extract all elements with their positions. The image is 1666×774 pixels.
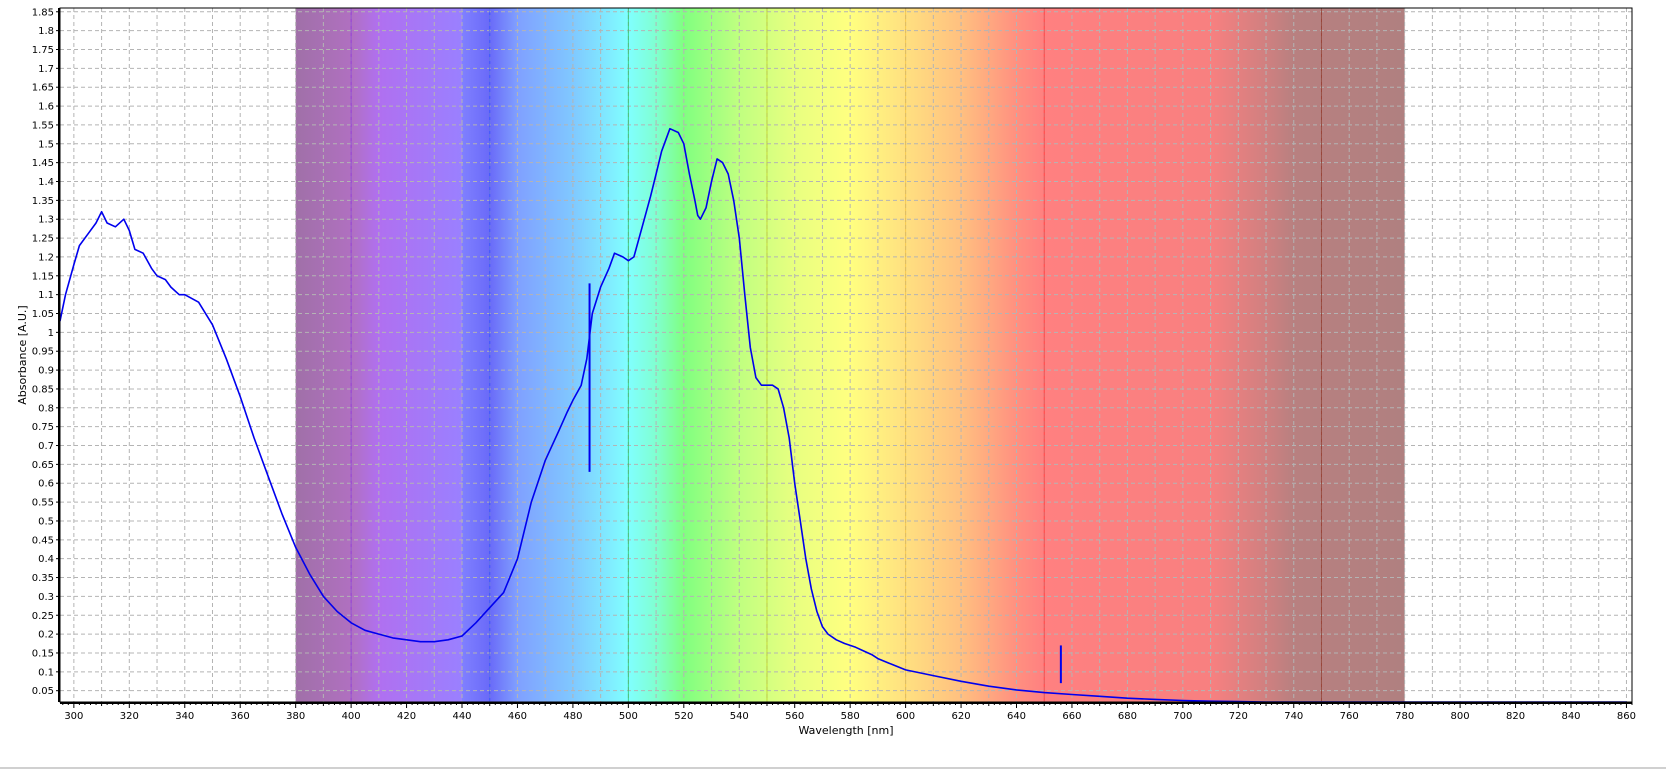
- x-axis-title: Wavelength [nm]: [798, 724, 893, 737]
- y-tick-label: 1.35: [32, 196, 54, 207]
- x-tick-label: 780: [1395, 711, 1414, 722]
- y-tick-label: 0.5: [38, 516, 54, 527]
- y-tick-label: 0.6: [38, 479, 54, 490]
- y-tick-label: 0.45: [32, 535, 54, 546]
- y-tick-label: 0.9: [38, 366, 54, 377]
- x-tick-label: 460: [508, 711, 527, 722]
- y-tick-label: 1.3: [38, 215, 54, 226]
- x-tick-label: 440: [452, 711, 471, 722]
- x-tick-label: 740: [1284, 711, 1303, 722]
- y-tick-label: 0.25: [32, 611, 54, 622]
- axes: 300 320 340 360 380 400 420 440 460 480 500 520 540 5…: [0, 7, 1666, 769]
- y-tick-label: 1.05: [32, 309, 54, 320]
- y-tick-label: 1.4: [38, 177, 54, 188]
- y-tick-label: 0.85: [32, 384, 54, 395]
- x-tick-label: 760: [1340, 711, 1359, 722]
- x-tick-label: 480: [563, 711, 582, 722]
- x-tick-label: 860: [1617, 711, 1636, 722]
- y-tick-label: 0.75: [32, 422, 54, 433]
- y-tick-label: 0.1: [38, 667, 54, 678]
- x-tick-label: 660: [1062, 711, 1081, 722]
- y-tick-label: 0.15: [32, 648, 54, 659]
- y-tick-label: 1: [48, 328, 54, 339]
- x-tick-label: 580: [841, 711, 860, 722]
- y-tick-label: 0.2: [38, 630, 54, 641]
- y-tick-label: 1.45: [32, 158, 54, 169]
- series-layer: [59, 127, 1627, 703]
- y-tick-label: 1.85: [32, 7, 54, 18]
- y-tick-label: 0.95: [32, 347, 54, 358]
- x-tick-label: 520: [674, 711, 693, 722]
- y-tick-label: 0.65: [32, 460, 54, 471]
- x-tick-label: 840: [1561, 711, 1580, 722]
- x-tick-label: 620: [952, 711, 971, 722]
- y-tick-label: 1.6: [38, 102, 54, 113]
- x-tick-label: 380: [286, 711, 305, 722]
- x-tick-label: 360: [231, 711, 250, 722]
- x-tick-label: 300: [64, 711, 83, 722]
- y-tick-label: 1.55: [32, 120, 54, 131]
- y-tick-label: 1.25: [32, 234, 54, 245]
- x-tick-label: 820: [1506, 711, 1525, 722]
- y-tick-label: 1.8: [38, 26, 54, 37]
- y-tick-label: 1.15: [32, 271, 54, 282]
- y-tick-label: 0.55: [32, 498, 54, 509]
- y-tick-label: 1.75: [32, 45, 54, 56]
- y-axis-title: Absorbance [A.U.]: [16, 305, 29, 404]
- x-tick-label: 560: [785, 711, 804, 722]
- x-tick-label: 680: [1118, 711, 1137, 722]
- series-line-absorbance: [59, 127, 1627, 703]
- x-tick-label: 540: [730, 711, 749, 722]
- y-tick-label: 0.35: [32, 573, 54, 584]
- y-tick-label: 1.2: [38, 252, 54, 263]
- y-tick-label: 0.8: [38, 403, 54, 414]
- y-tick-label: 1.5: [38, 139, 54, 150]
- x-tick-label: 320: [120, 711, 139, 722]
- y-tick-label: 0.4: [38, 554, 54, 565]
- marker-layer: [588, 283, 1062, 684]
- x-tick-label: 800: [1451, 711, 1470, 722]
- x-tick-label: 420: [397, 711, 416, 722]
- x-tick-label: 600: [896, 711, 915, 722]
- x-tick-label: 640: [1007, 711, 1026, 722]
- x-tick-label: 500: [619, 711, 638, 722]
- y-tick-label: 0.7: [38, 441, 54, 452]
- y-tick-label: 0.05: [32, 686, 54, 697]
- x-tick-label: 720: [1229, 711, 1248, 722]
- spectrum-boundary-lines: [350, 8, 1322, 702]
- y-tick-label: 1.65: [32, 83, 54, 94]
- x-tick-label: 400: [342, 711, 361, 722]
- y-tick-label: 1.1: [38, 290, 54, 301]
- y-tick-label: 0.3: [38, 592, 54, 603]
- x-tick-label: 700: [1173, 711, 1192, 722]
- y-tick-label: 1.7: [38, 64, 54, 75]
- x-tick-label: 340: [175, 711, 194, 722]
